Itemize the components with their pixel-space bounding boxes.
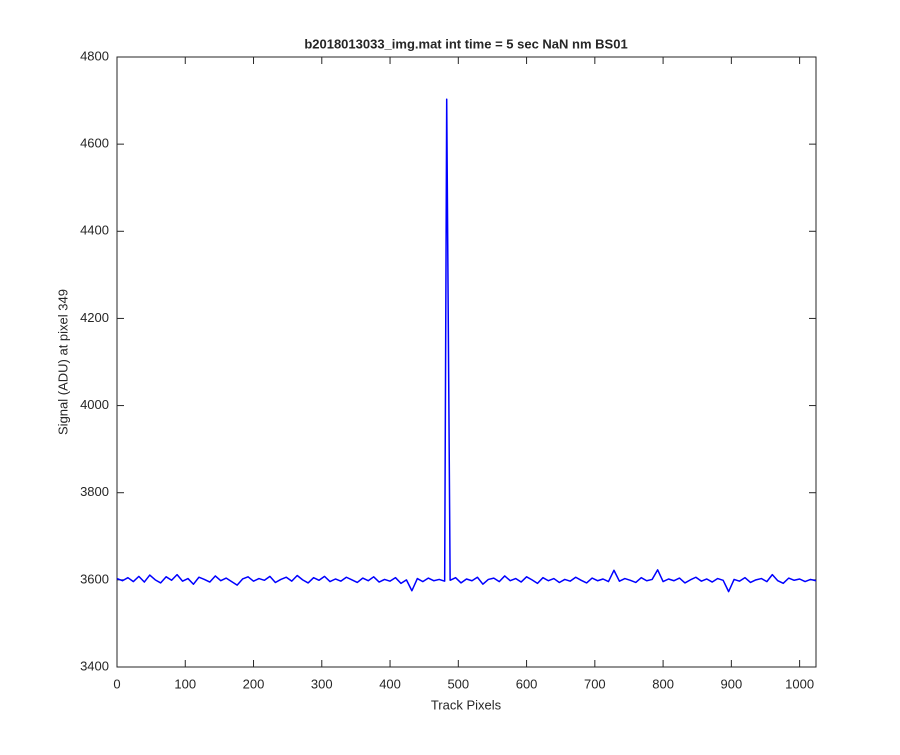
x-tick-label: 700 xyxy=(584,676,606,691)
plot-frame xyxy=(116,56,817,668)
y-tick-label: 3600 xyxy=(80,571,109,586)
x-tick-label: 500 xyxy=(447,676,469,691)
y-tick-label: 3800 xyxy=(80,484,109,499)
y-axis-label: Signal (ADU) at pixel 349 xyxy=(55,289,70,435)
y-tick-label: 4400 xyxy=(80,223,109,238)
y-tick-label: 3400 xyxy=(80,658,109,673)
x-tick-label: 600 xyxy=(516,676,538,691)
x-tick-label: 400 xyxy=(379,676,401,691)
y-tick-label: 4800 xyxy=(80,48,109,63)
data-line xyxy=(116,98,817,593)
x-tick-label: 200 xyxy=(243,676,265,691)
y-tick-label: 4200 xyxy=(80,310,109,325)
x-tick-label: 300 xyxy=(311,676,333,691)
y-tick-label: 4000 xyxy=(80,397,109,412)
x-tick-label: 1000 xyxy=(785,676,814,691)
chart-title: b2018013033_img.mat int time = 5 sec NaN… xyxy=(304,36,627,51)
x-tick-label: 900 xyxy=(721,676,743,691)
y-tick-label: 4600 xyxy=(80,136,109,151)
x-axis-label: Track Pixels xyxy=(431,697,502,712)
x-tick-label: 0 xyxy=(113,676,120,691)
x-tick-label: 800 xyxy=(652,676,674,691)
x-tick-label: 100 xyxy=(174,676,196,691)
